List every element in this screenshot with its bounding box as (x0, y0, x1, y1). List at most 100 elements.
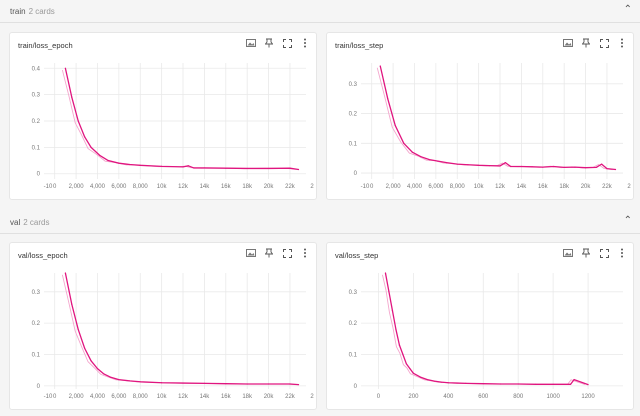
data-point (109, 376, 111, 378)
data-point (570, 383, 572, 385)
x-tick-label: 0 (370, 184, 374, 190)
x-tick-label: -10 (44, 394, 53, 400)
data-point (267, 167, 270, 170)
data-point (467, 164, 469, 166)
card-title: train/loss_step (335, 41, 384, 50)
section-header-train[interactable]: train 2 cards ⌃ (0, 0, 640, 22)
series-line (384, 272, 589, 386)
pin-icon[interactable] (581, 248, 591, 258)
x-tick-label: 4,000 (90, 394, 106, 400)
x-tick-label: 1000 (546, 394, 560, 400)
x-tick-label: 22k (602, 184, 613, 190)
x-tick-label: 0 (53, 394, 57, 400)
data-point (465, 382, 467, 384)
data-point (542, 166, 544, 168)
fullscreen-icon[interactable] (599, 38, 609, 48)
data-point (500, 383, 502, 385)
chart-card-train-loss-step: train/loss_step 0 0.1 0.2 0.3 2,000 4,000 6,000… (326, 32, 634, 200)
data-point (478, 164, 480, 166)
more-vert-icon[interactable] (617, 248, 627, 258)
line-chart[interactable]: 0 0.1 0.2 0.3 0.4 2,000 4,000 6,000 8,000 10k 12k 1… (10, 33, 316, 199)
x-tick-label: 8,000 (133, 394, 149, 400)
more-vert-icon[interactable] (300, 248, 310, 258)
data-point (297, 384, 300, 386)
data-point (535, 383, 537, 385)
x-tick-label: 10k (474, 184, 485, 190)
data-point (520, 165, 523, 168)
series-line-raw (376, 67, 613, 171)
more-vert-icon[interactable] (617, 38, 627, 48)
line-chart[interactable]: 0 0.1 0.2 0.3 2,000 4,000 6,000 8,000 10k 12k 14k 1… (327, 33, 633, 199)
image-icon[interactable] (563, 38, 573, 48)
x-tick-label: 20k (264, 184, 275, 190)
data-point (77, 120, 79, 122)
data-point (64, 67, 66, 69)
data-point (203, 382, 206, 384)
data-point (563, 166, 565, 168)
line-chart[interactable]: 0 0.1 0.2 0.3 200 400 600 800 1000 1200 0 (327, 243, 633, 409)
fullscreen-icon[interactable] (599, 248, 609, 258)
data-point (90, 146, 92, 148)
x-tick-label: 18k (242, 394, 253, 400)
pin-icon[interactable] (264, 38, 274, 48)
image-icon[interactable] (246, 38, 256, 48)
data-point (584, 167, 587, 169)
pin-icon[interactable] (581, 38, 591, 48)
data-point (517, 383, 519, 385)
data-point (118, 378, 120, 381)
data-point (128, 163, 131, 166)
data-point (187, 165, 189, 167)
x-tick-label: 2 (310, 394, 314, 400)
card-toolbar (246, 248, 310, 258)
x-tick-label: 16k (221, 394, 232, 400)
data-point (614, 168, 617, 171)
data-point (573, 378, 575, 381)
x-tick-label: 14k (200, 394, 211, 400)
data-point (395, 328, 397, 331)
data-point (193, 167, 195, 169)
chart-card-val-loss-step: val/loss_step 0 0.1 0.2 0.3 200 400 600 800 1000 1… (326, 242, 634, 410)
y-tick-label: 0 (37, 172, 41, 178)
x-tick-label: 2,000 (386, 184, 402, 190)
image-icon[interactable] (246, 248, 256, 258)
pin-icon[interactable] (264, 248, 274, 258)
data-point (84, 347, 86, 349)
data-point (384, 272, 387, 274)
x-tick-label: -10 (361, 184, 370, 190)
y-tick-label: 0.3 (349, 290, 358, 296)
chart-card-val-loss-epoch: val/loss_epoch 0 0.1 0.2 0.3 2,000 4,000 6,000 8… (9, 242, 317, 410)
y-tick-label: 0.2 (32, 119, 41, 125)
chevron-up-icon[interactable]: ⌃ (623, 4, 632, 15)
data-point (405, 363, 408, 365)
x-tick-label: 0 (377, 394, 381, 400)
more-vert-icon[interactable] (300, 38, 310, 48)
y-tick-label: 0.1 (349, 353, 358, 359)
fullscreen-icon[interactable] (282, 38, 292, 48)
data-point (71, 96, 73, 98)
data-point (411, 151, 413, 153)
section-title: val 2 cards (10, 217, 50, 227)
fullscreen-icon[interactable] (282, 248, 292, 258)
data-point (482, 383, 484, 385)
x-tick-label: 20k (581, 184, 592, 190)
chevron-up-icon[interactable]: ⌃ (623, 215, 632, 226)
data-point (601, 163, 603, 165)
x-tick-label: 16k (221, 184, 232, 190)
card-toolbar (563, 248, 627, 258)
data-point (403, 142, 405, 144)
data-point (447, 382, 449, 384)
data-point (445, 162, 448, 164)
data-point (289, 167, 291, 169)
image-icon[interactable] (563, 248, 573, 258)
data-point (246, 167, 248, 170)
y-tick-label: 0.1 (32, 353, 41, 359)
data-point (103, 373, 105, 375)
data-point (398, 344, 401, 346)
y-tick-label: 0 (354, 171, 358, 177)
line-chart[interactable]: 0 0.1 0.2 0.3 2,000 4,000 6,000 8,000 10k 12k 14k 1… (10, 243, 316, 409)
card-title: train/loss_epoch (18, 41, 73, 50)
x-tick-label: 12k (495, 184, 506, 190)
data-point (412, 372, 414, 374)
section-header-val[interactable]: val 2 cards ⌃ (0, 211, 640, 233)
data-point (419, 376, 421, 378)
